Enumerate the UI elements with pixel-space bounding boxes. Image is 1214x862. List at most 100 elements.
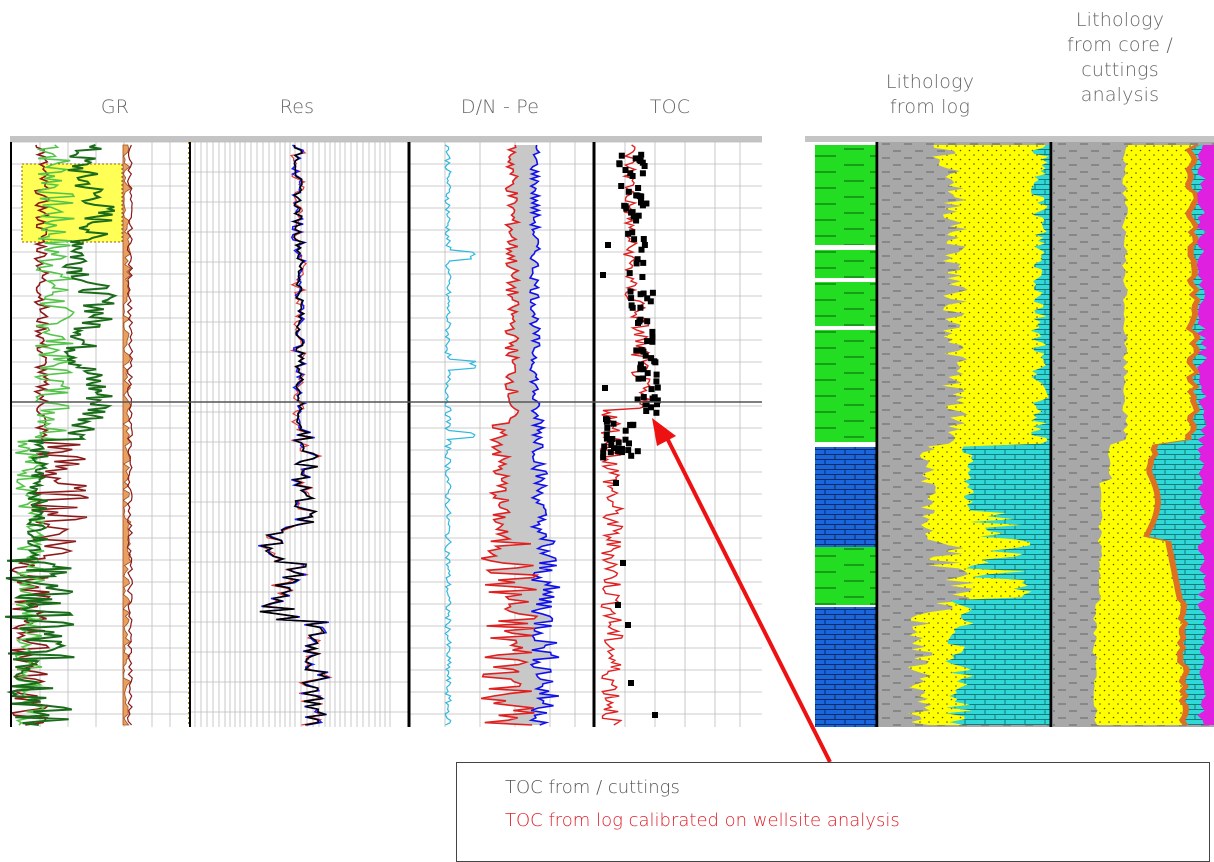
- lith-log-track: [815, 142, 1053, 727]
- toc-point: [622, 436, 629, 443]
- lith-green-block-1: [815, 145, 877, 245]
- toc-point: [607, 449, 614, 456]
- toc-point: [642, 352, 649, 359]
- toc-point: [639, 170, 646, 177]
- dn-curve-cyan: [443, 144, 477, 726]
- toc-point: [604, 424, 611, 431]
- toc-point: [603, 435, 610, 442]
- toc-point: [640, 290, 647, 297]
- toc-point: [638, 193, 645, 200]
- toc-point: [654, 397, 661, 404]
- toc-point: [615, 439, 622, 446]
- toc-point: [652, 712, 658, 718]
- toc-point: [602, 385, 608, 391]
- dn-curve-red: [480, 144, 540, 726]
- toc-point: [653, 409, 660, 416]
- lith-green-block-5: [815, 547, 877, 605]
- toc-point: [634, 448, 641, 455]
- toc-point: [637, 364, 644, 371]
- toc-point: [622, 427, 629, 434]
- toc-point: [644, 338, 651, 345]
- toc-point: [629, 209, 636, 216]
- toc-point: [618, 183, 625, 189]
- toc-point: [649, 338, 656, 345]
- toc-point: [628, 302, 635, 309]
- toc-point: [640, 394, 647, 400]
- toc-point: [615, 602, 621, 608]
- toc-point: [633, 217, 640, 224]
- toc-point: [625, 447, 632, 454]
- header-dnpe: D/N - Pe: [460, 96, 540, 118]
- toc-point: [653, 378, 660, 385]
- gr-curve-brown: [9, 144, 89, 726]
- lith-log-carbonate: [945, 145, 1051, 725]
- toc-point: [636, 156, 643, 163]
- well-log-chart: [5, 136, 1214, 763]
- toc-point: [640, 236, 647, 242]
- lith-green-block-3: [815, 282, 877, 326]
- toc-point: [618, 152, 625, 159]
- gr-orange-fill: [122, 144, 132, 726]
- res-track: [190, 141, 408, 727]
- header-toc: TOC: [649, 96, 691, 118]
- legend-line-1: TOC from / cuttings: [505, 777, 680, 798]
- toc-point: [649, 289, 656, 296]
- toc-point: [634, 256, 641, 263]
- toc-point: [616, 161, 623, 168]
- header-gr: GR: [100, 96, 130, 118]
- toc-point: [640, 259, 647, 266]
- toc-point: [636, 318, 643, 325]
- toc-point: [628, 295, 635, 302]
- dnpe-track: [408, 141, 593, 727]
- toc-point: [600, 272, 606, 278]
- lith-panel-border: [805, 136, 1214, 142]
- toc-point: [643, 408, 650, 414]
- toc-point: [648, 386, 655, 393]
- toc-point: [640, 366, 647, 373]
- header-lith-log: Lithology from log: [885, 71, 975, 118]
- toc-point: [630, 213, 637, 220]
- legend-box: TOC from / cuttings TOC from log calibra…: [456, 762, 1210, 862]
- toc-track: [593, 141, 762, 727]
- toc-point: [628, 680, 634, 686]
- toc-points: [600, 151, 661, 718]
- log-panel-border: [10, 136, 762, 142]
- toc-point: [638, 199, 644, 206]
- lith-green-block-4: [815, 330, 877, 442]
- lith-log-sand: [908, 145, 1049, 725]
- toc-point: [633, 260, 640, 267]
- toc-point: [638, 246, 645, 253]
- toc-point: [642, 401, 649, 408]
- toc-point: [628, 452, 635, 459]
- toc-point: [604, 416, 611, 423]
- toc-point: [648, 355, 655, 362]
- toc-point: [600, 449, 607, 456]
- toc-point: [644, 318, 651, 325]
- toc-point: [625, 622, 631, 628]
- toc-point: [600, 454, 607, 461]
- toc-point: [635, 375, 642, 382]
- toc-point: [622, 167, 629, 173]
- toc-point: [644, 370, 651, 377]
- toc-point: [627, 288, 634, 295]
- toc-point: [654, 384, 661, 391]
- toc-point: [621, 202, 628, 209]
- gr-curve-brown-right: [126, 144, 134, 726]
- toc-point: [641, 242, 648, 248]
- toc-point: [638, 151, 645, 158]
- toc-point: [638, 347, 645, 354]
- toc-point: [644, 295, 651, 302]
- toc-point: [653, 371, 660, 378]
- toc-point: [637, 361, 644, 368]
- toc-point: [647, 298, 654, 305]
- toc-point: [617, 446, 624, 453]
- toc-point: [631, 236, 638, 243]
- toc-point: [611, 445, 617, 452]
- annotation-arrow-head: [652, 418, 676, 446]
- toc-point: [643, 200, 650, 207]
- toc-point: [608, 442, 615, 448]
- toc-point: [625, 230, 632, 237]
- lith-core-orange: [1143, 145, 1201, 725]
- toc-point: [637, 304, 644, 311]
- toc-point: [654, 401, 660, 408]
